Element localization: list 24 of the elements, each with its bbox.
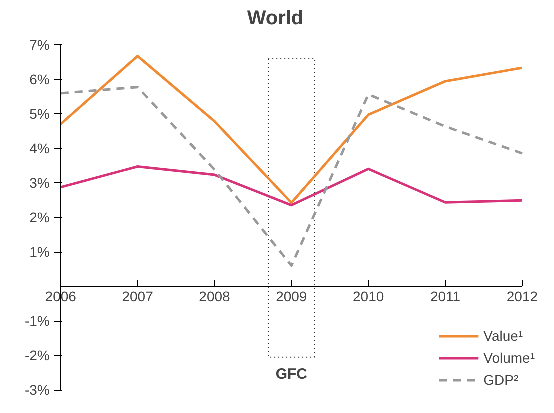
legend-label: Volume¹ [484, 350, 535, 366]
y-tick-label: -3% [24, 382, 50, 398]
x-tick-label: 2010 [353, 288, 384, 305]
band-label: GFC [276, 366, 308, 384]
chart-title: World [247, 8, 304, 30]
x-tick-label: 2007 [122, 288, 154, 305]
y-tick-label: 2% [30, 210, 50, 226]
y-tick-label: 1% [30, 244, 50, 260]
y-tick-label: 4% [30, 140, 50, 156]
y-tick-label: 6% [30, 71, 50, 88]
legend-label: Value¹ [484, 328, 524, 344]
line-series [60, 165, 524, 207]
y-tick-label: 3% [30, 174, 50, 191]
x-tick-label: 2009 [276, 288, 308, 305]
y-tick-label: 5% [30, 106, 50, 122]
legend-label: GDP² [484, 372, 519, 388]
line-series [60, 55, 524, 204]
x-tick-label: 2008 [199, 288, 231, 305]
line-series [60, 86, 524, 268]
x-tick-label: 2011 [430, 288, 461, 305]
y-tick-label: -2% [24, 348, 50, 364]
y-tick-label: 7% [30, 36, 50, 53]
x-tick-label: 2012 [506, 288, 538, 305]
y-tick-label: -1% [24, 313, 50, 330]
